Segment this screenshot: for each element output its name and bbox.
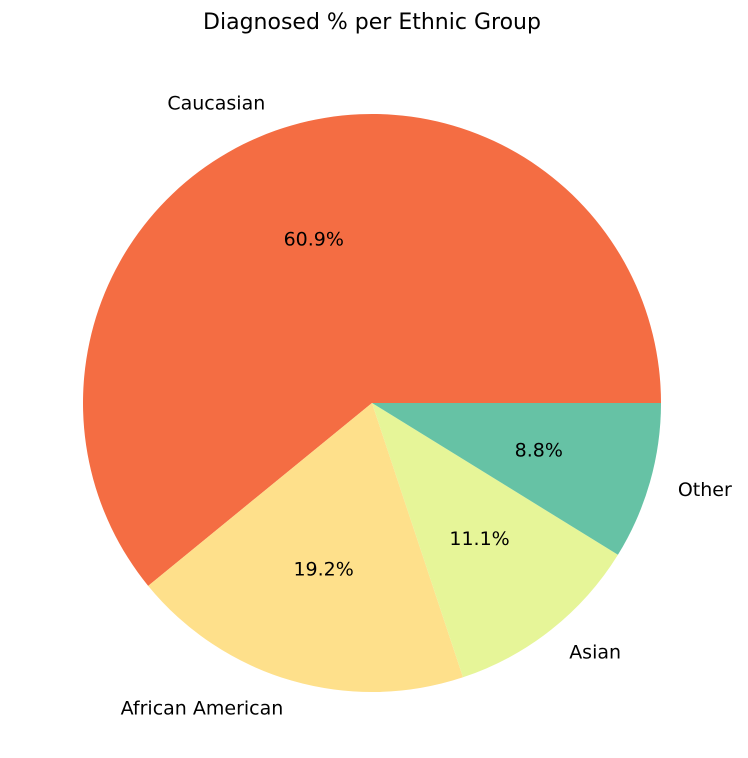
pie-slice-other [372, 403, 661, 555]
slice-label-african-american: African American [121, 697, 284, 719]
pct-label-african-american: 19.2% [293, 559, 353, 581]
pie-labels: 60.9% Caucasian 19.2% African American 11.1%… [121, 93, 732, 720]
slice-label-asian: Asian [569, 641, 621, 663]
slice-label-caucasian: Caucasian [167, 93, 265, 115]
pct-label-other: 8.8% [515, 439, 563, 461]
pie-slice-caucasian [83, 114, 662, 586]
pie-slice-african-american [148, 403, 464, 692]
pct-label-caucasian: 60.9% [284, 229, 344, 251]
pie-slices [83, 114, 662, 692]
pct-label-asian: 11.1% [449, 528, 509, 550]
pie-slice-asian [372, 403, 618, 678]
chart-title: Diagnosed % per Ethnic Group [203, 10, 541, 35]
slice-label-other: Other [678, 479, 732, 501]
